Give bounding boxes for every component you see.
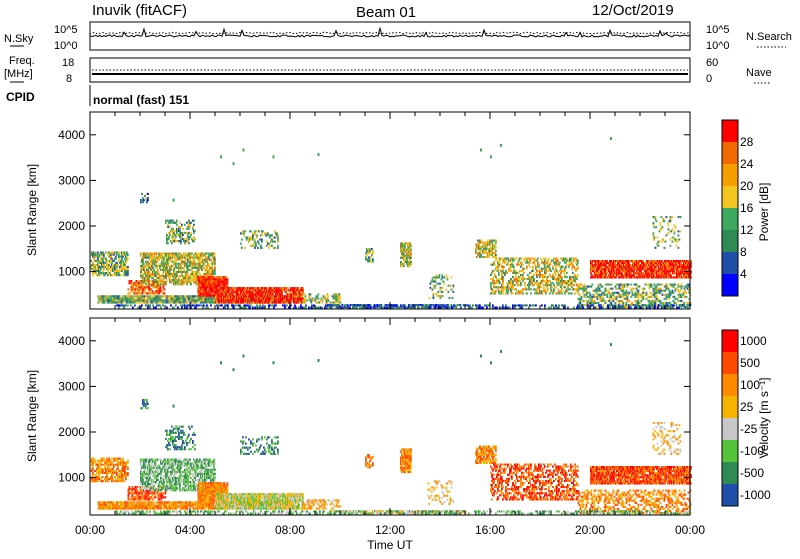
- power-colorbar-label: Power [dB]: [757, 183, 771, 242]
- colorbar-swatch: [722, 374, 738, 396]
- nsky-tick-high: 10^5: [54, 24, 78, 36]
- colorbar-tick-label: 1000: [740, 334, 767, 348]
- time-axis-title: Time UT: [367, 538, 413, 552]
- freq-tick-high: 18: [62, 57, 74, 69]
- colorbar-tick-label: 28: [740, 135, 754, 149]
- velocity-ylabel: Slant Range [km]: [25, 370, 39, 462]
- time-tick-label: 00:00: [675, 523, 705, 537]
- colorbar-swatch: [722, 440, 738, 462]
- nave-tick-low: 0: [706, 73, 712, 85]
- power-ytick-label: 1000: [58, 265, 85, 279]
- velocity-ytick-label: 1000: [58, 471, 85, 485]
- velocity-data-cells: [90, 343, 692, 514]
- nsky-trace: [90, 28, 690, 37]
- velocity-panel: 1000 2000 3000 4000 Slant Range [km]: [25, 318, 692, 515]
- nsearch-label: N.Search: [746, 31, 792, 43]
- freq-label: Freq.: [9, 55, 35, 67]
- colorbar-tick-label: 20: [740, 179, 754, 193]
- nsearch-tick-high: 10^5: [706, 24, 730, 36]
- colorbar-tick-label: 4: [740, 267, 747, 281]
- nsearch-tick-low: 10^0: [706, 40, 730, 52]
- colorbar-tick-label: 24: [740, 157, 754, 171]
- colorbar-swatch: [722, 186, 738, 208]
- colorbar-swatch: [722, 274, 738, 296]
- nave-label: Nave: [746, 67, 772, 79]
- power-ytick-label: 3000: [58, 173, 85, 187]
- velocity-ytick-label: 2000: [58, 425, 85, 439]
- colorbar-tick-label: 8: [740, 245, 747, 259]
- cpid-value: normal (fast) 151: [93, 93, 189, 107]
- colorbar-swatch: [722, 418, 738, 440]
- colorbar-swatch: [722, 252, 738, 274]
- colorbar-swatch: [722, 164, 738, 186]
- freq-tick-low: 8: [66, 73, 72, 85]
- colorbar-tick-label: -1000: [740, 488, 771, 502]
- power-data-cells: [90, 137, 692, 309]
- colorbar-tick-label: 25: [740, 400, 754, 414]
- power-panel: 1000 2000 3000 4000 Slant Range [km]: [25, 112, 692, 309]
- power-colorbar: 4 8 12 16 20 24 28: [722, 120, 754, 296]
- colorbar-swatch: [722, 120, 738, 142]
- colorbar-swatch: [722, 396, 738, 418]
- nave-tick-high: 60: [706, 57, 718, 69]
- time-tick-label: 16:00: [475, 523, 505, 537]
- velocity-colorbar-label: Velocity [m s⁻¹]: [757, 377, 771, 458]
- colorbar-swatch: [722, 352, 738, 374]
- colorbar-swatch: [722, 330, 738, 352]
- velocity-ytick-label: 3000: [58, 379, 85, 393]
- colorbar-swatch: [722, 208, 738, 230]
- beam-title: Beam 01: [356, 4, 416, 21]
- time-axis-labels: 00:00 04:00 08:00 12:00 16:00 20:00 00:00: [75, 523, 705, 537]
- time-tick-label: 00:00: [75, 523, 105, 537]
- colorbar-tick-label: -25: [740, 422, 758, 436]
- power-ytick-label: 2000: [58, 219, 85, 233]
- time-tick-label: 12:00: [375, 523, 405, 537]
- time-tick-label: 04:00: [175, 523, 205, 537]
- station-title: Inuvik (fitACF): [92, 2, 187, 19]
- freq-unit: [MHz]: [4, 68, 33, 80]
- colorbar-swatch: [722, 462, 738, 484]
- colorbar-tick-label: 16: [740, 201, 754, 215]
- colorbar-tick-label: -500: [740, 466, 764, 480]
- nsearch-trace: [90, 32, 690, 33]
- colorbar-swatch: [722, 484, 738, 506]
- time-tick-label: 08:00: [275, 523, 305, 537]
- colorbar-swatch: [722, 230, 738, 252]
- colorbar-tick-label: 500: [740, 356, 760, 370]
- time-tick-label: 20:00: [575, 523, 605, 537]
- colorbar-tick-label: 12: [740, 223, 754, 237]
- date-title: 12/Oct/2019: [592, 2, 674, 19]
- cpid-label: CPID: [6, 90, 35, 104]
- colorbar-swatch: [722, 142, 738, 164]
- nsky-label: N.Sky: [4, 33, 34, 45]
- power-ylabel: Slant Range [km]: [25, 164, 39, 256]
- velocity-ytick-label: 4000: [58, 334, 85, 348]
- nsky-tick-low: 10^0: [54, 40, 78, 52]
- power-ytick-label: 4000: [58, 128, 85, 142]
